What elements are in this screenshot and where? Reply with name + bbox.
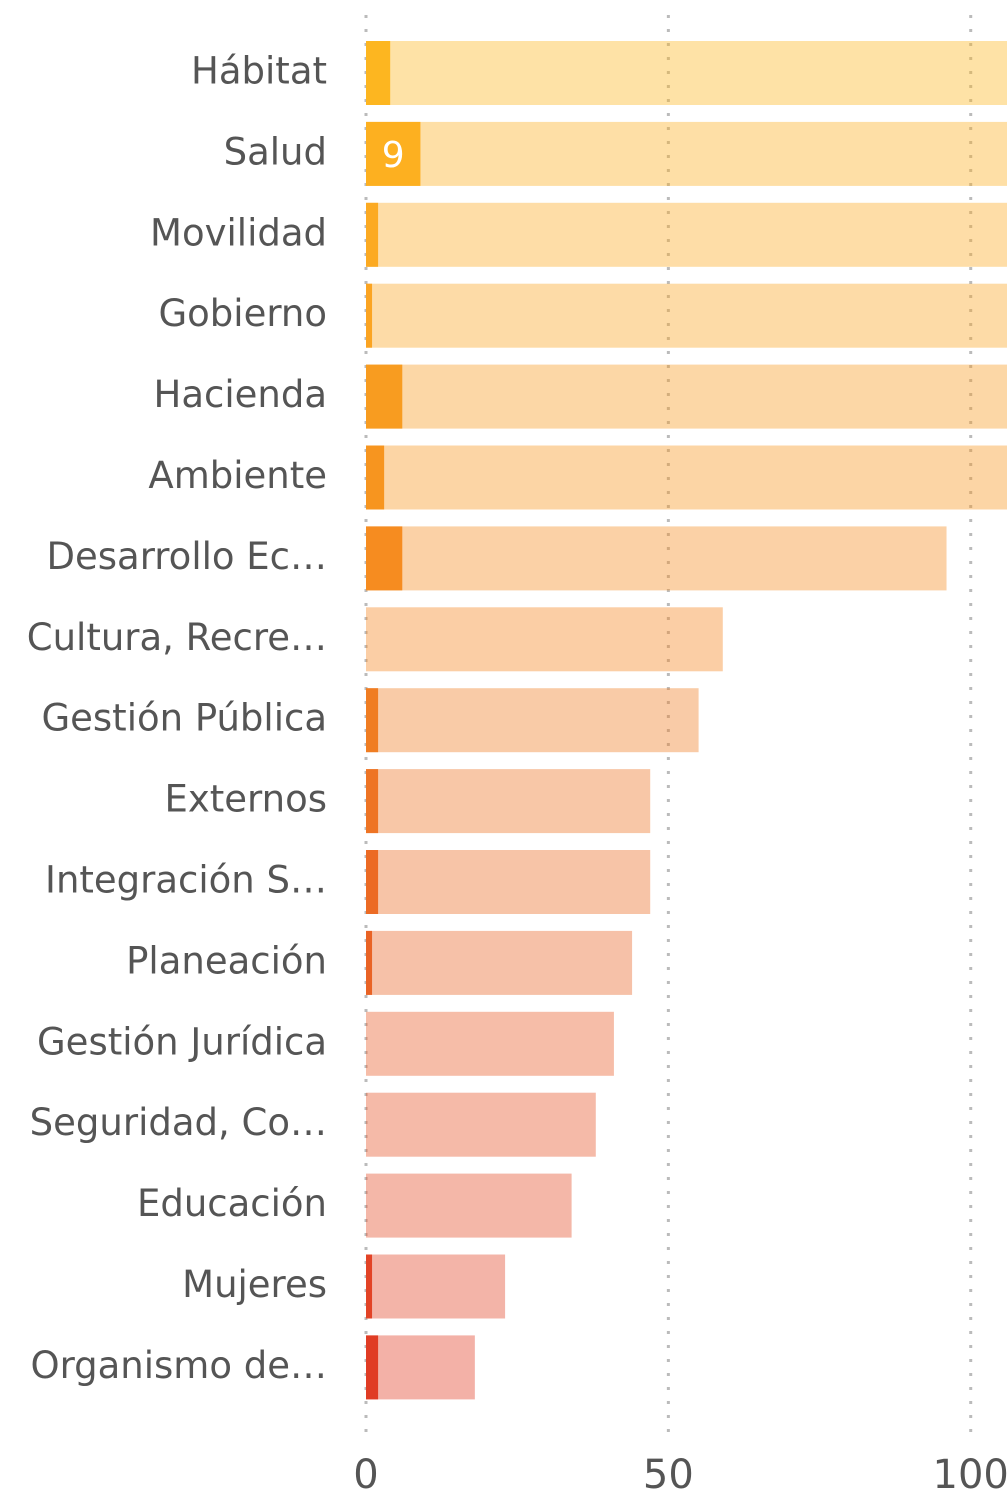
total-bar	[366, 769, 651, 834]
total-bar	[366, 41, 1007, 105]
value-bar	[366, 41, 391, 105]
total-bar	[366, 1254, 506, 1319]
x-tick-label: 50	[643, 1452, 694, 1498]
total-bar	[366, 1335, 475, 1400]
category-label: Ambiente	[148, 454, 327, 497]
x-tick-label: 0	[353, 1452, 378, 1498]
category-label: Gestión Pública	[41, 697, 327, 740]
x-tick-label: 100	[933, 1452, 1007, 1498]
total-bar	[366, 930, 633, 995]
total-bar	[366, 121, 1007, 186]
value-bar	[366, 688, 379, 753]
data-label: 9	[382, 135, 405, 176]
total-bar	[366, 688, 699, 753]
value-bar	[366, 445, 385, 510]
value-bar	[366, 202, 379, 267]
total-bar	[366, 283, 1007, 348]
value-bar	[366, 283, 373, 348]
value-bar	[366, 1335, 379, 1400]
category-label: Mujeres	[182, 1263, 327, 1306]
category-label: Seguridad, Co…	[30, 1101, 327, 1144]
total-bar	[366, 607, 723, 672]
category-label: Planeación	[126, 939, 327, 982]
category-label: Integración S…	[45, 859, 327, 902]
total-bar	[366, 1173, 572, 1238]
value-bar	[366, 930, 373, 995]
total-bar	[366, 364, 1007, 429]
total-bar	[366, 1092, 596, 1157]
value-bar	[366, 121, 421, 186]
category-label: Organismo de…	[30, 1344, 327, 1387]
category-label: Salud	[224, 130, 327, 173]
category-label: Hacienda	[154, 373, 328, 416]
category-label: Cultura, Recre…	[27, 616, 327, 659]
value-bar	[366, 850, 379, 914]
value-bar	[366, 1254, 373, 1319]
total-bar	[366, 202, 1007, 267]
category-label: Hábitat	[191, 50, 327, 93]
total-bar	[366, 445, 1007, 510]
value-bar	[366, 364, 403, 429]
value-bar	[366, 769, 379, 834]
category-label: Educación	[137, 1182, 327, 1225]
category-label: Externos	[165, 778, 327, 821]
total-bar	[366, 850, 651, 914]
total-bar	[366, 1011, 614, 1076]
category-label: Movilidad	[150, 211, 327, 254]
category-label: Desarrollo Ec…	[47, 535, 327, 578]
total-bar	[366, 526, 947, 591]
category-label: Gobierno	[159, 292, 328, 335]
category-label: Gestión Jurídica	[37, 1020, 327, 1063]
value-bar	[366, 526, 403, 591]
